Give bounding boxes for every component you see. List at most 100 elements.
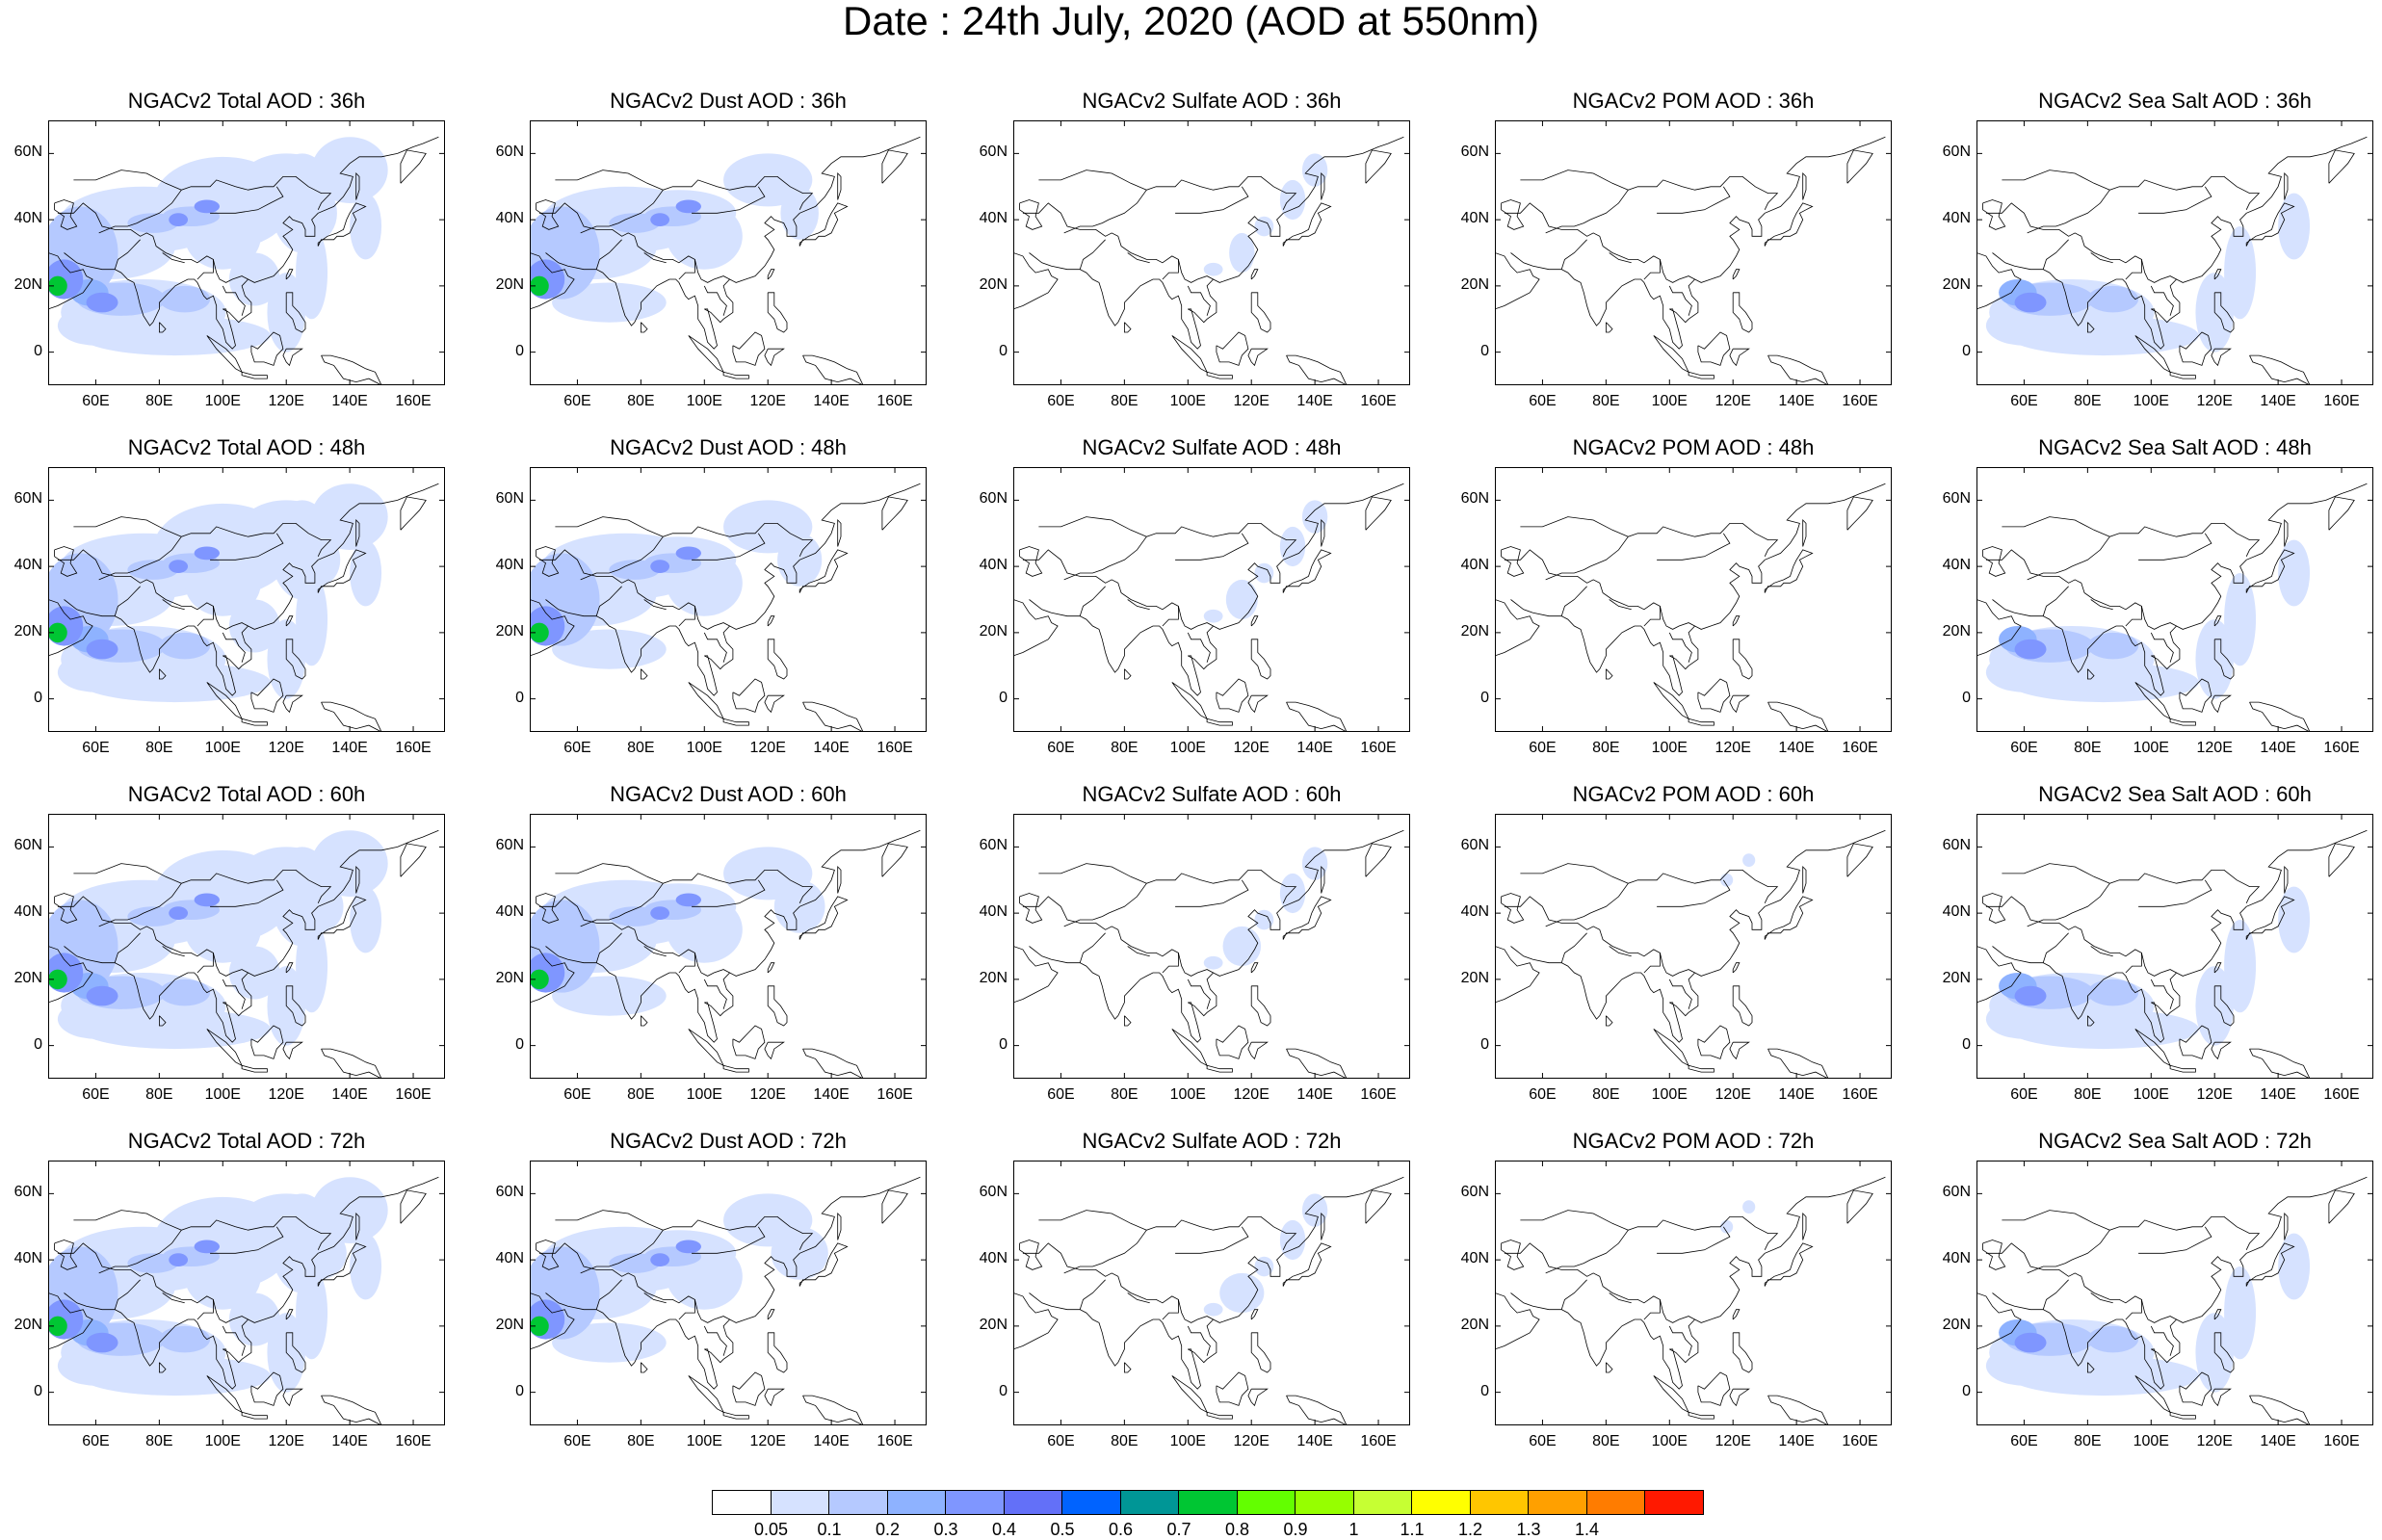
aod-shade	[1254, 562, 1274, 584]
coastline	[1127, 599, 1150, 611]
coastline	[213, 606, 249, 630]
aod-shade	[530, 969, 549, 990]
coastline	[1729, 1041, 1750, 1060]
coastline	[2284, 1213, 2289, 1240]
coastline	[321, 1048, 382, 1079]
panel-title: NGACv2 Sulfate AOD : 48h	[1082, 435, 1342, 459]
lat-label: 60N	[495, 1184, 524, 1201]
coastline	[1019, 1240, 1043, 1270]
coastline	[1365, 496, 1392, 531]
coastline	[321, 354, 382, 385]
lon-label: 100E	[2133, 1433, 2169, 1449]
coastline	[1668, 285, 1692, 316]
coastline	[98, 870, 332, 927]
coastline	[1660, 606, 1695, 630]
coastline	[400, 149, 427, 184]
coastline	[1520, 1210, 1629, 1231]
coastline	[2138, 186, 2212, 214]
lon-label: 140E	[1296, 393, 1333, 409]
aod-shade	[350, 886, 382, 953]
coastline	[2249, 354, 2311, 385]
coastline	[1732, 292, 1753, 333]
lon-label: 100E	[1169, 1433, 1206, 1449]
aod-shade	[57, 305, 134, 346]
lon-label: 160E	[877, 1086, 913, 1103]
lat-label: 0	[1480, 342, 1489, 359]
aod-shade	[48, 275, 67, 297]
coastline	[694, 953, 730, 977]
colorbar-swatch	[886, 1490, 946, 1515]
coastline	[2328, 843, 2355, 877]
coastline	[1022, 549, 1179, 627]
lat-label: 40N	[979, 557, 1008, 574]
lon-label: 140E	[331, 1433, 368, 1449]
coastline	[1976, 252, 2022, 310]
coastline	[1992, 829, 2368, 1043]
lon-label: 100E	[1651, 393, 1688, 409]
coastline	[1013, 1292, 1059, 1350]
coastline	[2211, 348, 2232, 367]
coastline	[1365, 843, 1392, 877]
coastline	[2090, 252, 2113, 264]
coastline	[222, 285, 246, 316]
coastline	[1019, 199, 1043, 230]
coastline	[1560, 586, 1587, 616]
coastline	[1247, 694, 1269, 714]
coastline	[1982, 199, 2006, 230]
map-panel-r1-c5: NGACv2 Sea Salt AOD : 36h 60N 40N 20N 0 60E 80…	[1943, 77, 2373, 409]
map-canvas	[530, 1161, 927, 1425]
coastline	[64, 136, 439, 350]
aod-shade	[2087, 979, 2139, 1006]
coastline	[767, 962, 775, 974]
coastline	[641, 668, 648, 680]
coastline	[210, 186, 284, 214]
coastline	[1282, 896, 1332, 940]
map-panel-r4-c5: NGACv2 Sea Salt AOD : 72h 60N 40N 20N 0 60E 80…	[1943, 1117, 2373, 1449]
aod-shade	[350, 193, 382, 260]
colorbar-swatch	[1061, 1490, 1121, 1515]
colorbar-label: 0.3	[933, 1520, 958, 1539]
coastline	[57, 896, 214, 974]
coastline	[1606, 668, 1613, 680]
coastline	[694, 259, 730, 283]
map-frame	[48, 467, 445, 732]
coastline	[1063, 870, 1297, 927]
coastline	[48, 252, 93, 310]
coastline	[2211, 1388, 2232, 1407]
map-frame	[1495, 120, 1892, 385]
lat-label: 20N	[13, 1316, 42, 1333]
lon-label: 160E	[1842, 1433, 1878, 1449]
map-canvas	[1495, 467, 1892, 732]
map-panel-r1-c4: NGACv2 POM AOD : 36h 60N 40N 20N 0 60E 80E 100E…	[1461, 77, 1892, 409]
coastline	[1729, 694, 1750, 714]
lat-label: 40N	[13, 1250, 42, 1267]
coastline	[2090, 946, 2113, 957]
coastline	[73, 863, 182, 884]
coastline	[1250, 269, 1259, 280]
aod-shade	[228, 599, 280, 653]
coastline	[162, 1292, 185, 1304]
coastline	[1609, 946, 1632, 957]
coastline	[2150, 979, 2174, 1009]
colorbar-label: 0.6	[1108, 1520, 1134, 1539]
coastline	[1029, 136, 1404, 350]
panel-title: NGACv2 Total AOD : 36h	[127, 89, 366, 113]
colorbar-swatch	[1352, 1490, 1412, 1515]
coastline	[1504, 1242, 1661, 1320]
map-panel-r3-c4: NGACv2 POM AOD : 60h 60N 40N 20N 0 60E 80E 100E…	[1461, 770, 1892, 1103]
lon-label: 100E	[204, 1433, 241, 1449]
map-panel-r4-c2: NGACv2 Dust AOD : 72h 60N 40N 20N 0 60E 80E 100…	[496, 1117, 927, 1449]
coastline	[250, 1371, 284, 1406]
map-canvas	[48, 1161, 445, 1425]
coastline	[767, 1309, 775, 1320]
coastline	[692, 533, 766, 561]
lat-label: 20N	[13, 969, 42, 986]
coastline	[1520, 170, 1629, 191]
lat-label: 0	[1480, 689, 1489, 706]
lon-label: 60E	[563, 1433, 591, 1449]
colorbar-swatch	[1003, 1490, 1062, 1515]
coastline	[285, 1332, 306, 1373]
lat-label: 40N	[1460, 210, 1489, 227]
coastline	[1697, 678, 1731, 713]
coastline	[1606, 322, 1613, 333]
